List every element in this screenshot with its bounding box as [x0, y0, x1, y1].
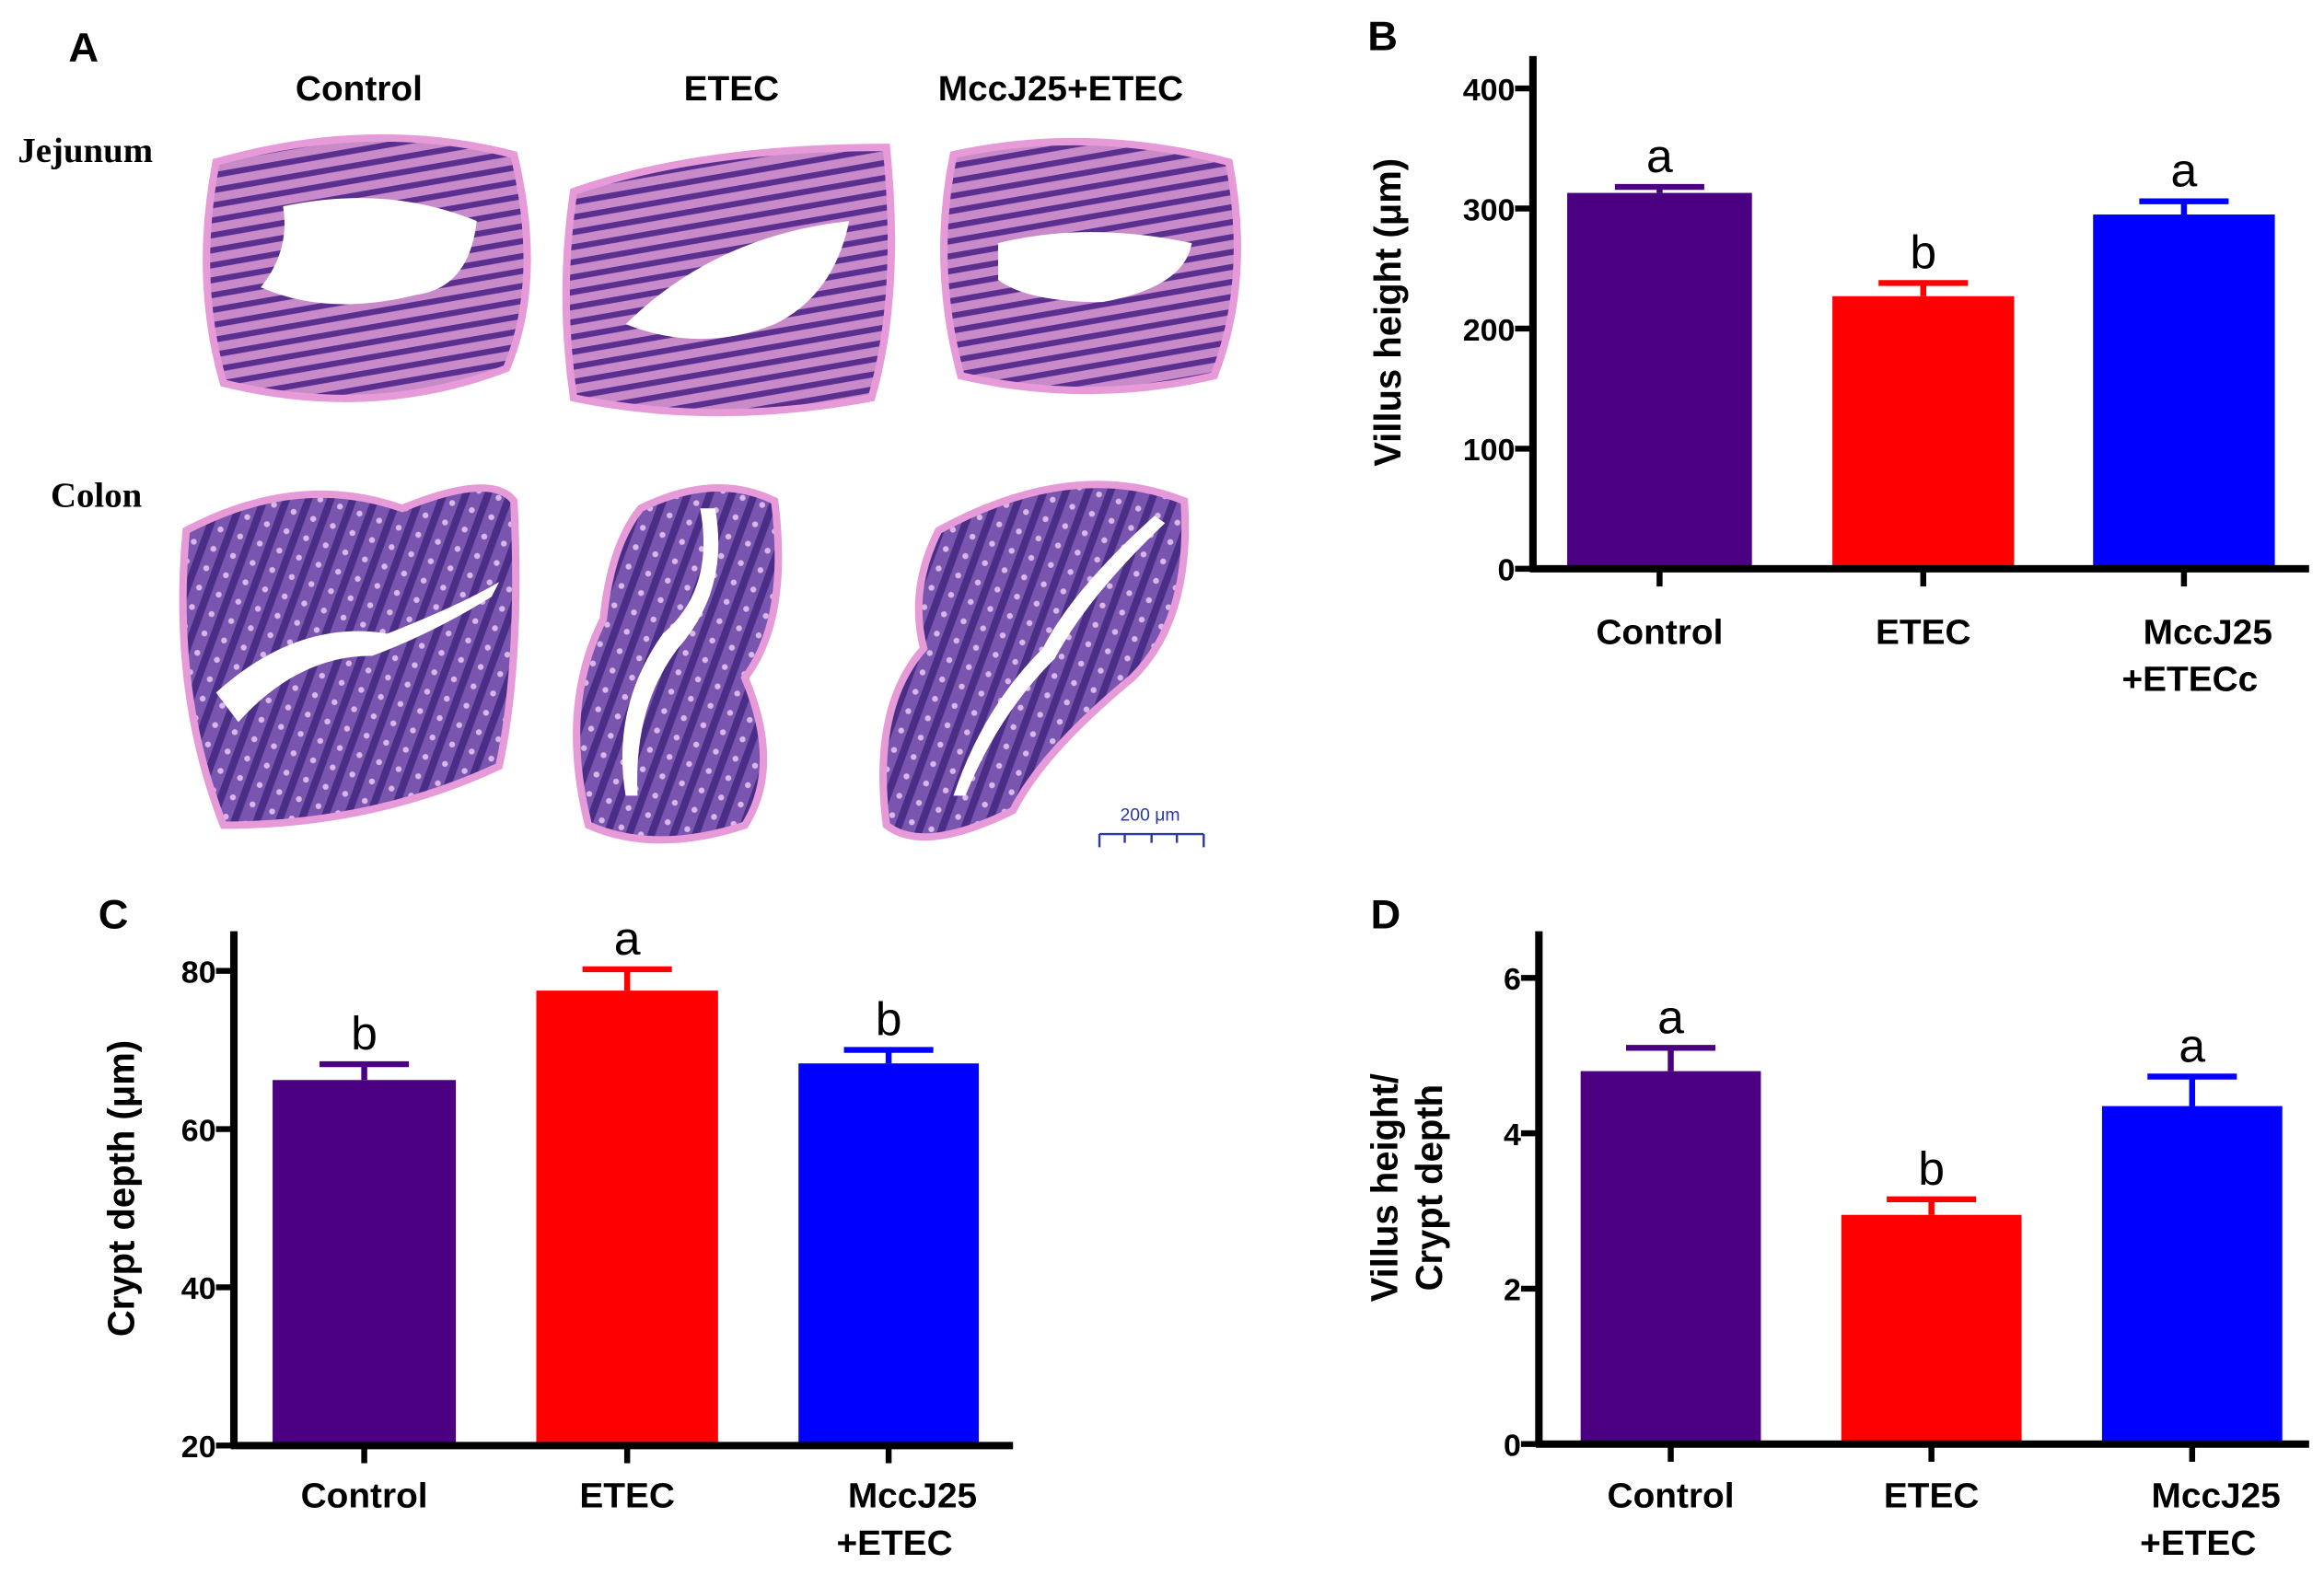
x-tick-label-0: Control: [1608, 1477, 1735, 1516]
bar-0: [273, 1080, 457, 1446]
significance-label-1: b: [1918, 1141, 1945, 1195]
error-bar-1: [1878, 280, 1969, 296]
error-bar-0: [1625, 1045, 1716, 1072]
x-tick-label-2: MccJ25: [2152, 1477, 2281, 1516]
error-bar-2: [2147, 1073, 2237, 1106]
y-tick-label: 6: [1504, 962, 1521, 997]
x-tick-label-0: Control: [1596, 613, 1723, 653]
bar-1: [1832, 295, 2015, 569]
row-label-jejunum: Jejunum: [17, 132, 153, 170]
y-axis-label: Villus height (μm): [1367, 158, 1409, 467]
panel-letter-b: B: [1367, 13, 1398, 60]
y-axis-label: Villus height/: [1364, 1073, 1405, 1302]
y-tick-label: 0: [1498, 553, 1516, 588]
error-bar-2: [843, 1047, 934, 1064]
chart-d-villus-crypt-ratio: Da Control b ETEC a MccJ25 +ETEC 0 2 4 6 Villus hei…: [1364, 891, 2309, 1563]
significance-label-2: b: [876, 992, 902, 1046]
colon-etec-image: [573, 484, 783, 844]
x-tick-label-2: +ETEC: [2140, 1523, 2256, 1563]
significance-label-1: b: [1910, 226, 1936, 279]
jejunum-mccj25-etec-image: [940, 137, 1241, 395]
y-axis-label: Crypt depth: [1409, 1084, 1450, 1291]
column-label-mccj25-etec: MccJ25+ETEC: [938, 69, 1183, 109]
panel-letter-d: D: [1371, 891, 1401, 938]
error-bar-1: [582, 966, 672, 991]
y-tick-label: 100: [1463, 433, 1516, 468]
bar-2: [2101, 1106, 2283, 1444]
x-tick-label-1: ETEC: [1876, 613, 1971, 653]
chart-b-villus-height: Ba Control b ETEC a MccJ25 +ETECc 0 100 200 300 400…: [1367, 13, 2309, 700]
y-axis-label: Crypt depth (μm): [100, 1040, 142, 1337]
x-tick-label-2: +ETECc: [2121, 660, 2258, 700]
colon-control-image: [179, 484, 520, 829]
bar-2: [2093, 214, 2275, 569]
significance-label-2: a: [2171, 144, 2198, 197]
bar-1: [536, 990, 718, 1446]
panel-letter-a: A: [68, 24, 99, 71]
significance-label-0: a: [1657, 990, 1684, 1044]
scale-bar-label: 200 μm: [1121, 806, 1180, 826]
y-tick-label: 4: [1504, 1118, 1521, 1153]
y-tick-label: 80: [181, 956, 216, 990]
error-bar-2: [2139, 198, 2229, 215]
jejunum-etec-image: [562, 144, 896, 417]
y-tick-label: 300: [1463, 192, 1516, 227]
significance-label-0: a: [1646, 129, 1673, 182]
error-bar-0: [1614, 183, 1704, 193]
error-bar-1: [1887, 1196, 1977, 1215]
y-tick-label: 0: [1504, 1429, 1521, 1464]
panel-letter-c: C: [99, 891, 129, 938]
x-tick-label-2: MccJ25: [848, 1477, 977, 1516]
x-tick-label-0: Control: [301, 1477, 428, 1516]
x-tick-label-2: +ETEC: [836, 1523, 952, 1563]
row-label-colon: Colon: [51, 477, 142, 515]
y-tick-label: 20: [181, 1430, 216, 1465]
x-tick-label-2: MccJ25: [2144, 613, 2272, 653]
significance-label-1: a: [614, 911, 641, 965]
x-tick-label-1: ETEC: [579, 1477, 675, 1516]
y-tick-label: 200: [1463, 313, 1516, 348]
error-bar-0: [320, 1060, 410, 1081]
bar-0: [1580, 1071, 1761, 1444]
bar-0: [1567, 192, 1752, 569]
bar-2: [798, 1063, 979, 1446]
column-label-etec: ETEC: [684, 69, 780, 109]
scale-bar: 200 μm: [1098, 806, 1205, 848]
y-tick-label: 2: [1504, 1273, 1521, 1308]
y-tick-label: 400: [1463, 73, 1516, 108]
colon-mccj25-etec-image: [879, 481, 1190, 841]
y-tick-label: 60: [181, 1114, 216, 1149]
significance-label-2: a: [2179, 1019, 2205, 1072]
jejunum-control-image: [203, 133, 531, 402]
column-label-control: Control: [296, 69, 423, 109]
bar-1: [1841, 1214, 2022, 1444]
significance-label-0: b: [351, 1006, 378, 1060]
x-tick-label-1: ETEC: [1884, 1477, 1980, 1516]
y-tick-label: 40: [181, 1271, 216, 1306]
chart-c-crypt-depth: Cb Control a ETEC b MccJ25 +ETEC 20 40 60 80 Crypt …: [99, 891, 1014, 1563]
panel-a-histology: A Control ETEC MccJ25+ETEC Jejunum Colon: [17, 24, 1241, 848]
